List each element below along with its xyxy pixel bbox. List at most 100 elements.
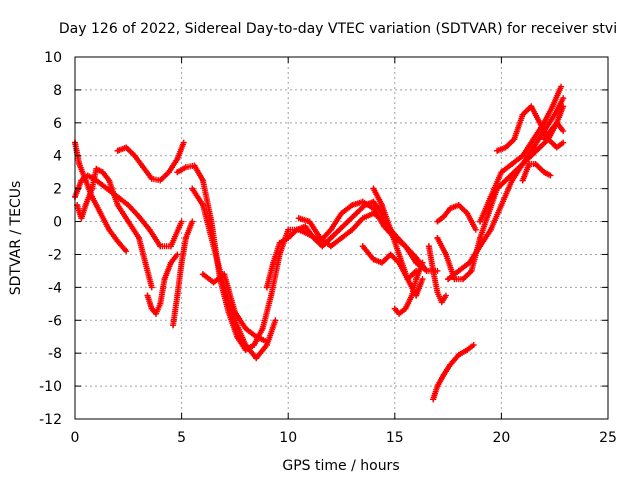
data-point	[477, 235, 484, 241]
y-tick-label: -6	[48, 313, 62, 329]
axis-ticks	[74, 56, 609, 420]
data-point	[234, 333, 241, 340]
series-track-u	[494, 103, 567, 154]
data-point	[387, 226, 394, 233]
data-point	[440, 213, 447, 220]
data-point	[498, 202, 505, 209]
data-point	[131, 152, 138, 159]
data-point	[455, 351, 462, 358]
data-point	[178, 259, 185, 266]
data-point	[167, 243, 174, 250]
data-point	[387, 251, 394, 258]
data-point	[498, 169, 505, 176]
data-point	[114, 147, 121, 154]
series-track-k	[295, 210, 441, 274]
data-point	[370, 185, 377, 192]
data-point	[455, 202, 462, 209]
data-point	[106, 226, 113, 233]
data-point	[76, 160, 83, 167]
data-point	[470, 341, 477, 348]
data-point	[263, 284, 270, 291]
y-tick-label: -2	[48, 247, 62, 263]
data-point	[541, 169, 548, 176]
data-point	[161, 276, 168, 283]
data-point	[253, 333, 260, 340]
data-point	[551, 111, 558, 118]
data-point	[210, 279, 217, 286]
data-point	[445, 276, 452, 283]
x-tick-label: 25	[599, 430, 617, 446]
data-point	[253, 355, 260, 362]
data-point	[440, 371, 447, 378]
data-point	[148, 175, 155, 182]
data-point	[338, 210, 345, 217]
data-point	[306, 218, 313, 225]
data-point	[466, 259, 473, 266]
data-point	[553, 144, 560, 151]
series-track-j	[263, 198, 394, 291]
data-point	[530, 136, 537, 143]
data-point	[519, 152, 526, 159]
y-tick-label: 6	[53, 116, 62, 132]
data-point	[208, 218, 215, 225]
data-point	[338, 235, 345, 241]
tick-labels: 0 5 10 15 20 25 -12 -10 -8 -6 -4 -2 0 2 4 6 8 10	[39, 50, 617, 446]
data-point	[180, 139, 187, 146]
data-point	[199, 202, 206, 209]
data-point	[528, 103, 535, 110]
data-point	[468, 267, 475, 274]
data-point	[442, 251, 449, 258]
data-point	[327, 226, 334, 233]
series-track-w	[541, 119, 567, 143]
data-marks	[72, 83, 567, 403]
data-point	[144, 292, 151, 299]
data-point	[509, 177, 516, 184]
data-point	[509, 160, 516, 167]
data-point	[182, 235, 189, 241]
data-point	[434, 289, 441, 296]
data-point	[231, 309, 238, 316]
data-point	[519, 160, 526, 167]
data-point	[285, 226, 292, 233]
y-tick-label: 10	[44, 50, 62, 66]
data-point	[455, 267, 462, 274]
data-point	[396, 310, 403, 317]
data-point	[146, 226, 153, 233]
data-point	[541, 136, 548, 143]
series-track-o	[425, 243, 449, 306]
data-point	[408, 292, 415, 299]
data-point	[404, 276, 411, 283]
data-point	[182, 164, 189, 171]
data-point	[97, 210, 104, 217]
data-point	[89, 185, 96, 192]
series-track-i	[199, 271, 270, 345]
data-point	[519, 177, 526, 184]
data-point	[174, 251, 181, 258]
data-point	[106, 177, 113, 184]
data-point	[419, 276, 426, 283]
series-track-g	[174, 162, 430, 353]
x-tick-label: 5	[177, 430, 186, 446]
data-point	[153, 310, 160, 317]
data-point	[125, 218, 132, 225]
data-point	[536, 119, 543, 126]
y-tick-label: -8	[48, 346, 62, 362]
series-track-s	[445, 95, 567, 283]
data-point	[148, 284, 155, 291]
data-point	[359, 198, 366, 205]
data-point	[82, 177, 89, 184]
plot-frame	[74, 56, 609, 420]
data-point	[477, 218, 484, 225]
data-point	[560, 95, 567, 102]
series-track-e	[144, 251, 181, 317]
data-point	[494, 147, 501, 154]
data-point	[135, 213, 142, 220]
data-point	[123, 248, 130, 255]
data-point	[272, 317, 279, 324]
data-point	[526, 160, 533, 167]
data-point	[189, 185, 196, 192]
series-trail	[430, 343, 476, 403]
data-point	[487, 226, 494, 233]
data-point	[221, 271, 228, 278]
data-point	[140, 164, 147, 171]
